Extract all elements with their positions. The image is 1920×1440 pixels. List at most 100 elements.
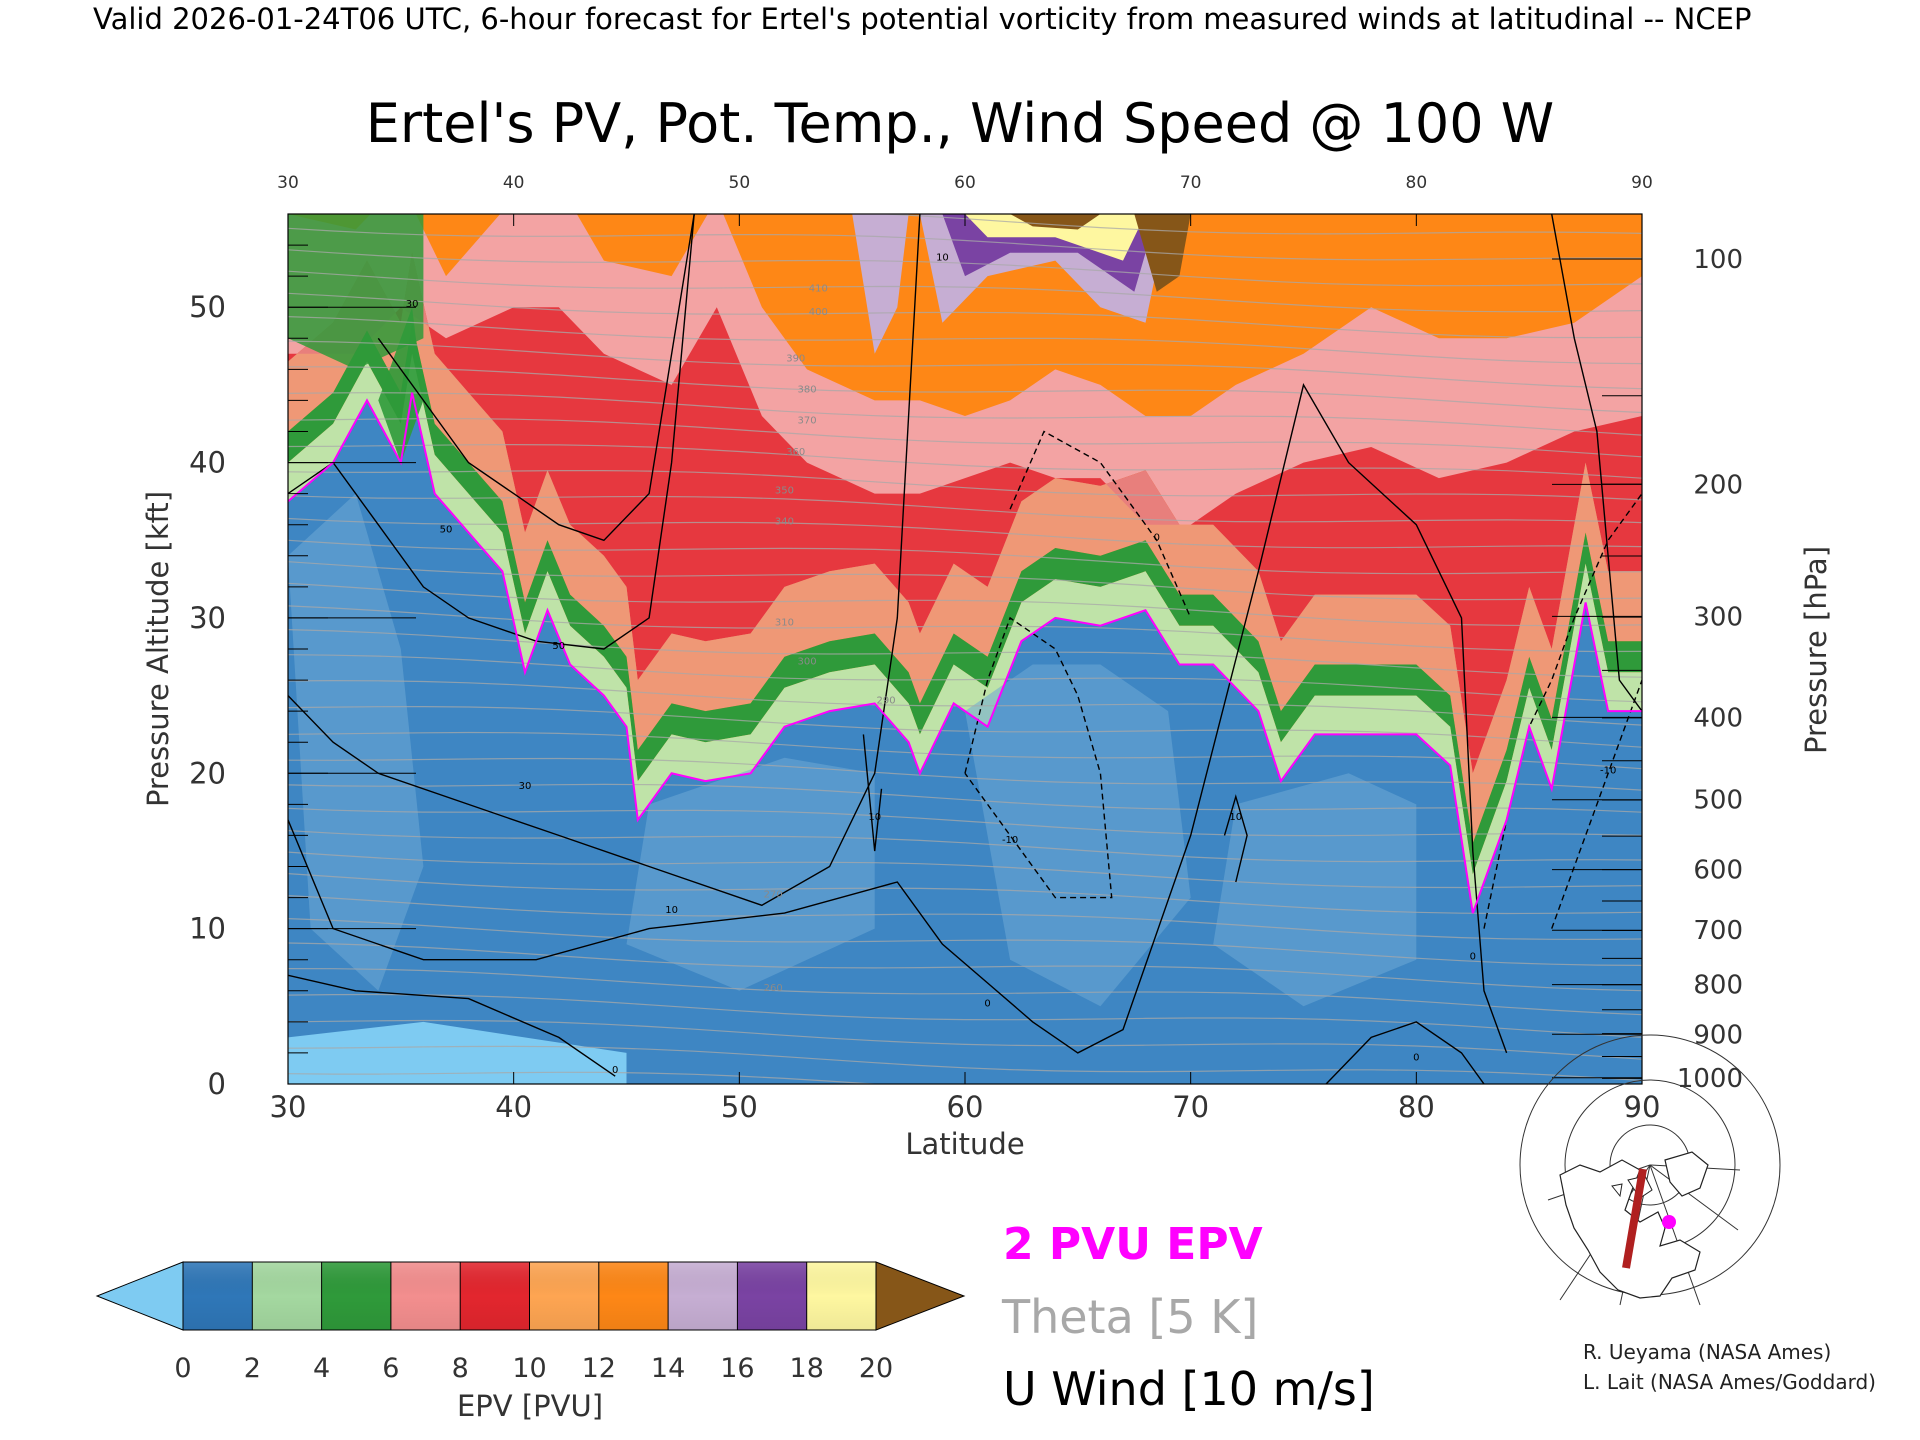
u-wind-contour-line (1325, 1021, 1485, 1084)
u-wind-contour-line (377, 214, 695, 542)
u-wind-contour-label: 0 (612, 1065, 618, 1076)
y-axis-label: Pressure Altitude [kft] (141, 491, 175, 807)
y-tick-label: 10 (189, 912, 226, 946)
u-wind-contour-label: 50 (552, 641, 565, 652)
theta-contour-label: 340 (775, 517, 794, 528)
u-wind-contour-line (862, 734, 883, 852)
colorbar-label: EPV [PVU] (457, 1389, 603, 1423)
theta-contour-line (288, 517, 1642, 549)
chart-title: Ertel's PV, Pot. Temp., Wind Speed @ 100… (366, 92, 1554, 155)
field-green-band (288, 322, 1642, 875)
field-light-blue-patch (965, 664, 1191, 1007)
theta-contour-line (288, 340, 1642, 390)
theta-contour-line (288, 1019, 1642, 1060)
theta-contour-line (288, 830, 1642, 863)
x-tick-label: 30 (270, 1090, 307, 1124)
theta-contour-label: 390 (786, 354, 805, 365)
colorbar: 0 2 4 6 8 10 12 14 16 18 20 (95, 1261, 966, 1384)
colorbar-tick-label: 20 (859, 1353, 893, 1384)
colorbar-tick-label: 12 (582, 1353, 616, 1384)
theta-contour-line (288, 873, 1642, 915)
legend-wind: U Wind [10 m/s] (1003, 1362, 1375, 1416)
pressure-tick-label: 300 (1693, 602, 1743, 632)
theta-contour-line (288, 1045, 1642, 1082)
y2-axis-label: Pressure [hPa] (1799, 546, 1833, 754)
colorbar-swatch-shade (390, 1262, 461, 1330)
theta-contour-line (288, 807, 1642, 837)
u-wind-contour-line (288, 383, 1508, 1054)
u-wind-contour-line (1009, 430, 1192, 619)
theta-contour-line (288, 731, 1642, 770)
field-green-spike (378, 307, 424, 463)
x-tick-label: 70 (1172, 1090, 1209, 1124)
theta-contour-label: 410 (809, 284, 828, 295)
u-wind-contour-label: 0 (984, 998, 990, 1009)
theta-contour-line (288, 582, 1642, 627)
u-wind-contour-label: 30 (519, 781, 532, 792)
pressure-tick-label: 600 (1693, 856, 1743, 886)
x-tick-label: 80 (1398, 1090, 1435, 1124)
u-wind-contour-label: 10 (665, 905, 678, 916)
theta-contour-label: 400 (809, 307, 828, 318)
x-top-tick-label: 30 (277, 173, 299, 193)
location-map (1519, 1034, 1781, 1306)
field-surface-light-blue (288, 1021, 627, 1084)
x-top-tick-label: 60 (954, 173, 976, 193)
pressure-tick-label: 400 (1693, 703, 1743, 733)
x-tick-label: 40 (495, 1090, 532, 1124)
x-top-tick-label: 80 (1406, 173, 1428, 193)
u-wind-contour-label: 10 (1229, 812, 1242, 823)
colorbar-under-arrow (95, 1261, 184, 1331)
colorbar-tick-label: 0 (174, 1353, 191, 1384)
u-wind-contour-label: 30 (406, 299, 419, 310)
colorbar-swatch-shade (806, 1262, 876, 1330)
theta-contour-line (288, 918, 1642, 966)
legend-pv: 2 PVU EPV (1003, 1219, 1263, 1270)
x-tick-label: 60 (947, 1090, 984, 1124)
theta-contour-line (288, 443, 1642, 479)
x-axis-label: Latitude (905, 1127, 1024, 1161)
pressure-tick-label: 200 (1693, 470, 1743, 500)
u-wind-contour-line (1551, 679, 1642, 929)
theta-contour-label: 380 (797, 385, 816, 396)
theta-contour-line (288, 968, 1642, 1016)
credit-line-1: R. Ueyama (NASA Ames) (1583, 1340, 1831, 1364)
theta-contour-label: 260 (764, 983, 783, 994)
pv-2pvu-contour (288, 392, 1642, 914)
axes: 30 30 40 40 50 50 60 60 70 70 80 80 90 90 0 10 20 30 40 50 1… (189, 173, 1743, 1124)
colorbar-tick-label: 8 (452, 1353, 469, 1384)
colorbar-tick-label: 14 (651, 1353, 685, 1384)
cross-section-line (1622, 1168, 1647, 1269)
theta-contour-line (288, 993, 1642, 1038)
u-wind-contour-line (288, 974, 616, 1077)
theta-contour-line (288, 851, 1642, 889)
pressure-tick-label: 100 (1693, 245, 1743, 275)
x-tick-label: 90 (1624, 1090, 1661, 1124)
u-wind-contour-label: 0 (1413, 1053, 1419, 1064)
theta-contour-label: 370 (797, 416, 816, 427)
colorbar-swatch-shade (529, 1262, 599, 1330)
field-upper-left-green (288, 214, 424, 370)
u-wind-contour-label: 10 (936, 253, 949, 264)
theta-contour-line (288, 539, 1642, 575)
theta-contours (288, 214, 1642, 1084)
x-top-tick-label: 40 (503, 173, 525, 193)
credit-line-2: L. Lait (NASA Ames/Goddard) (1583, 1370, 1876, 1394)
x-top-tick-label: 70 (1180, 173, 1202, 193)
theta-contour-line (288, 679, 1642, 726)
pv-2pvu-line (288, 392, 1642, 914)
theta-contour-line (288, 705, 1642, 748)
theta-contour-line (288, 895, 1642, 941)
legend: 2 PVU EPV Theta [5 K] U Wind [10 m/s] (1001, 1219, 1375, 1416)
u-wind-contour-label: 10 (868, 812, 881, 823)
theta-contour-line (288, 418, 1642, 458)
y-tick-label: 30 (189, 601, 226, 635)
legend-theta: Theta [5 K] (1001, 1290, 1258, 1344)
colorbar-tick-label: 18 (790, 1353, 824, 1384)
y-tick-label: 40 (189, 446, 226, 480)
y-tick-label: 0 (208, 1067, 226, 1101)
colorbar-over-arrow (875, 1261, 966, 1331)
u-wind-contour-label: 0 (1470, 952, 1476, 963)
theta-contour-label: 360 (786, 447, 805, 458)
y-tick-label: 20 (189, 756, 226, 790)
